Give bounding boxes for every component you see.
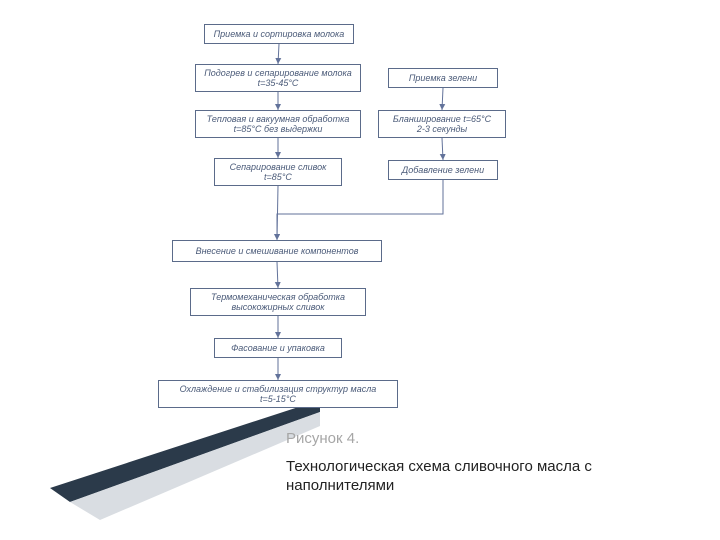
flow-node-n11: Охлаждение и стабилизация структур масла… xyxy=(158,380,398,408)
figure-title: Технологическая схема сливочного масла с… xyxy=(286,458,646,496)
flow-node-n8: Внесение и смешивание компонентов xyxy=(172,240,382,262)
flow-node-n2: Подогрев и сепарирование молокаt=35-45°C xyxy=(195,64,361,92)
figure-number: Рисунок 4. xyxy=(286,430,359,447)
flow-node-n6: Бланширование t=65°C2-3 секунды xyxy=(378,110,506,138)
flow-node-n7: Добавление зелени xyxy=(388,160,498,180)
flow-node-n1: Приемка и сортировка молока xyxy=(204,24,354,44)
flow-node-n10: Фасование и упаковка xyxy=(214,338,342,358)
flow-node-n3: Тепловая и вакуумная обработкаt=85°C без… xyxy=(195,110,361,138)
flow-node-n9: Термомеханическая обработкавысокожирных … xyxy=(190,288,366,316)
flow-node-n5: Приемка зелени xyxy=(388,68,498,88)
flow-node-n4: Сепарирование сливокt=85°C xyxy=(214,158,342,186)
